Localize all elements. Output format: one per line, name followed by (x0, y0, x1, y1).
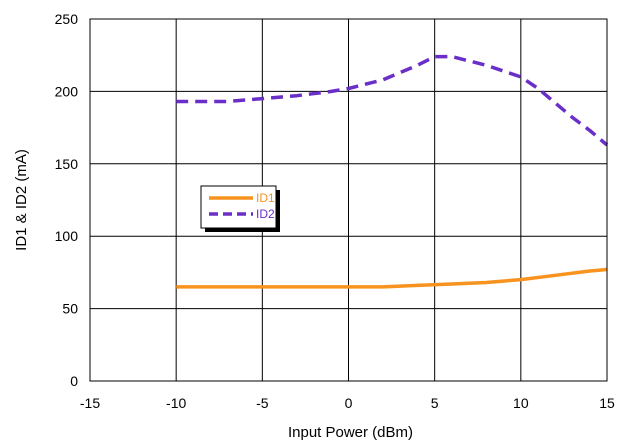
grid-lines (89, 18, 608, 382)
series-line-id2 (176, 54, 609, 147)
x-tick-label: 15 (599, 395, 615, 411)
y-tick-label: 100 (55, 228, 79, 244)
legend-box (200, 185, 277, 229)
x-tick-label: -5 (256, 395, 269, 411)
legend-label-id1: ID1 (256, 191, 275, 205)
y-tick-labels: 0 50 100 150 200 250 (55, 11, 79, 389)
x-tick-label: -10 (166, 395, 186, 411)
x-tick-label: -15 (80, 395, 100, 411)
x-tick-label: 5 (431, 395, 439, 411)
x-tick-label: 10 (513, 395, 529, 411)
x-tick-label: 0 (345, 395, 353, 411)
x-axis-label: Input Power (dBm) (288, 424, 413, 441)
x-tick-labels: -15 -10 -5 0 5 10 15 (80, 395, 615, 411)
y-tick-label: 150 (55, 156, 79, 172)
y-tick-label: 200 (55, 83, 79, 99)
y-tick-label: 250 (55, 11, 79, 27)
legend-label-id2: ID2 (256, 207, 275, 221)
plot-frame (89, 18, 608, 382)
series-lines (176, 54, 609, 289)
series-line-id1 (176, 267, 608, 289)
y-axis-label: ID1 & ID2 (mA) (13, 149, 30, 251)
legend: ID1 ID2 (200, 185, 280, 232)
y-tick-label: 50 (62, 301, 78, 317)
y-tick-label: 0 (70, 373, 78, 389)
